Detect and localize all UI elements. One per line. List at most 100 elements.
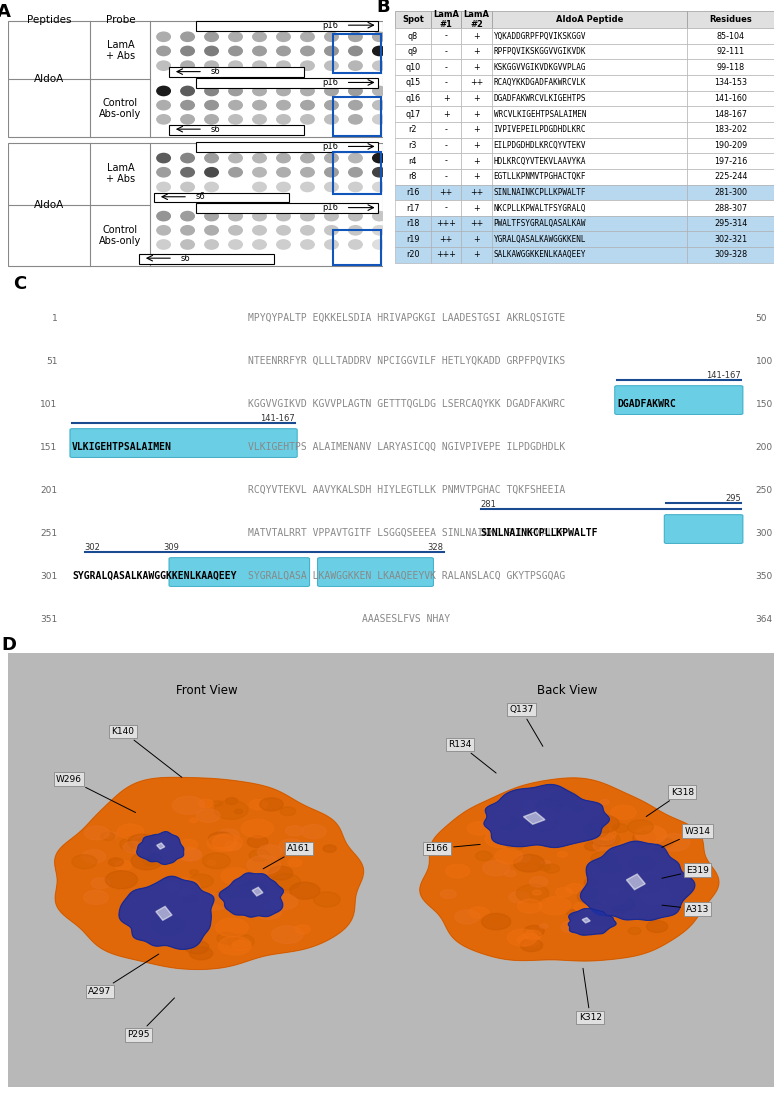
Circle shape [495, 849, 522, 864]
Circle shape [504, 871, 516, 877]
Circle shape [277, 32, 290, 42]
Text: r19: r19 [406, 235, 420, 244]
Circle shape [180, 849, 202, 861]
Circle shape [268, 866, 292, 879]
Bar [687, 169, 774, 184]
Circle shape [101, 832, 115, 840]
Circle shape [84, 826, 109, 840]
Circle shape [591, 851, 617, 866]
Bar [492, 184, 687, 200]
Text: SYGRALQASALKAWGGKKENLKAAQEEY: SYGRALQASALKAWGGKKENLKAAQEEY [72, 571, 237, 581]
Circle shape [301, 114, 314, 124]
Bar [461, 11, 492, 29]
Text: W314: W314 [662, 827, 711, 848]
Bar [687, 216, 774, 232]
Text: Q137: Q137 [509, 705, 543, 747]
Circle shape [205, 87, 218, 96]
Circle shape [213, 833, 242, 851]
Text: 225-244: 225-244 [714, 172, 748, 181]
Bar [431, 91, 461, 107]
Circle shape [325, 114, 339, 124]
Circle shape [325, 226, 339, 235]
Text: KGGVVGIKVD KGVVPLAGTN GETTTQGLDG LSERCAQYKK DGADFAKWRC: KGGVVGIKVD KGVVPLAGTN GETTTQGLDG LSERCAQ… [248, 399, 565, 410]
Text: 200: 200 [755, 444, 773, 452]
Circle shape [279, 839, 303, 853]
Text: q8: q8 [408, 32, 418, 41]
Circle shape [543, 864, 560, 873]
Circle shape [508, 929, 537, 946]
Circle shape [253, 239, 267, 249]
Polygon shape [219, 873, 283, 917]
Circle shape [249, 850, 270, 861]
Circle shape [637, 827, 666, 843]
Text: r8: r8 [409, 172, 417, 181]
Circle shape [277, 168, 290, 177]
Text: p16: p16 [322, 142, 338, 150]
Circle shape [555, 887, 572, 897]
Circle shape [349, 239, 362, 249]
Circle shape [131, 899, 152, 910]
Circle shape [82, 850, 106, 863]
Circle shape [608, 888, 619, 894]
Text: r16: r16 [406, 188, 420, 197]
Circle shape [591, 832, 615, 845]
Polygon shape [119, 876, 214, 950]
Circle shape [301, 168, 314, 177]
Bar [461, 107, 492, 122]
Text: LamA
#2: LamA #2 [464, 10, 490, 30]
Text: +: + [473, 32, 480, 41]
Bar [461, 59, 492, 75]
Polygon shape [580, 841, 695, 920]
Circle shape [229, 154, 242, 163]
Bar [395, 44, 431, 59]
Bar [332, 153, 382, 194]
Circle shape [247, 855, 281, 874]
Circle shape [157, 114, 170, 124]
Bar [395, 29, 431, 44]
Circle shape [221, 867, 249, 884]
Circle shape [325, 101, 339, 110]
Circle shape [285, 826, 303, 836]
Bar [461, 232, 492, 247]
Circle shape [654, 845, 665, 852]
Circle shape [325, 182, 339, 192]
Circle shape [294, 925, 310, 934]
Circle shape [179, 839, 198, 850]
Circle shape [179, 906, 192, 912]
Circle shape [373, 226, 386, 235]
Circle shape [229, 168, 242, 177]
Circle shape [181, 87, 195, 96]
Text: 134-153: 134-153 [714, 78, 747, 88]
Text: -: - [445, 63, 447, 71]
Bar [431, 154, 461, 169]
Circle shape [325, 61, 339, 70]
Circle shape [349, 114, 362, 124]
Text: D: D [2, 636, 16, 654]
Text: 251: 251 [40, 529, 57, 538]
Circle shape [373, 212, 386, 221]
Polygon shape [55, 777, 364, 970]
Text: 295: 295 [725, 494, 741, 503]
Text: 1: 1 [52, 314, 57, 323]
Bar [687, 232, 774, 247]
Bar [461, 122, 492, 137]
Circle shape [277, 101, 290, 110]
Bar [687, 11, 774, 29]
Text: AAASESLFVS NHAY: AAASESLFVS NHAY [362, 614, 450, 624]
Circle shape [208, 832, 234, 847]
Circle shape [628, 928, 641, 934]
Circle shape [612, 824, 628, 832]
Circle shape [157, 182, 170, 192]
Text: SYGRALQASA LKAWGGKKEN LKAAQEEYVK RALANSLACQ GKYTPSGQAG: SYGRALQASA LKAWGGKKEN LKAAQEEYVK RALANSL… [248, 571, 565, 581]
Text: K312: K312 [579, 968, 602, 1022]
Circle shape [181, 101, 195, 110]
Bar [492, 216, 687, 232]
Bar [395, 169, 431, 184]
Bar [492, 122, 687, 137]
Text: 190-209: 190-209 [714, 141, 747, 150]
Circle shape [527, 807, 555, 824]
Text: 141-167: 141-167 [260, 414, 295, 423]
Polygon shape [582, 918, 590, 923]
Circle shape [277, 239, 290, 249]
Circle shape [205, 61, 218, 70]
